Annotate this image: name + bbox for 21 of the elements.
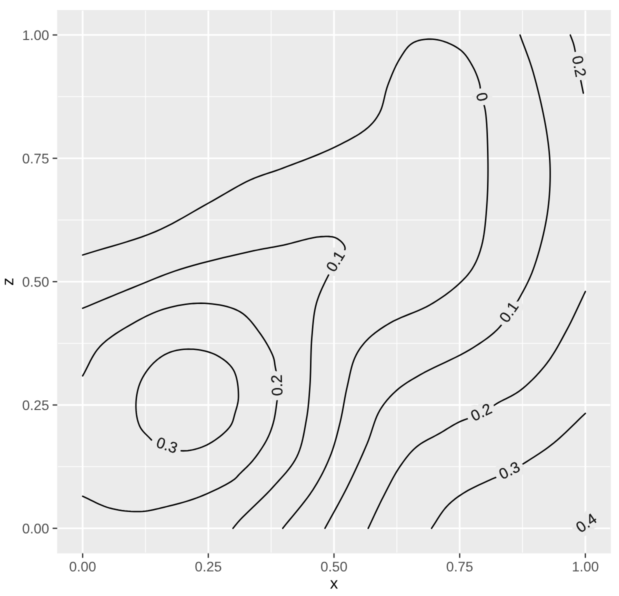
annotation: 0.3	[156, 436, 178, 454]
annotation: 0	[476, 92, 488, 102]
y-tick-label: 0.25	[22, 400, 49, 410]
annotation: 0.1	[326, 250, 346, 273]
annotation: 0.4	[574, 512, 598, 534]
y-tick-label: 0.00	[22, 524, 49, 534]
x-axis-title: x	[330, 580, 338, 589]
annotation: 0.2	[271, 375, 283, 396]
y-tick-label: 1.00	[23, 30, 49, 40]
annotation: 0.2	[470, 403, 492, 422]
x-tick-label: 0.00	[70, 562, 96, 572]
y-tick-label: 0.50	[22, 276, 49, 287]
x-tick-label: 0.75	[446, 562, 473, 572]
x-tick-label: 0.25	[195, 562, 222, 572]
annotation: 0.3	[498, 461, 521, 480]
annotation: 0.2	[572, 55, 586, 77]
y-axis-title: z	[4, 278, 14, 285]
annotation: 0.1	[498, 300, 519, 324]
x-tick-label: 0.50	[321, 562, 347, 572]
y-tick-label: 0.75	[22, 154, 49, 164]
x-tick-label: 1.00	[572, 562, 598, 572]
